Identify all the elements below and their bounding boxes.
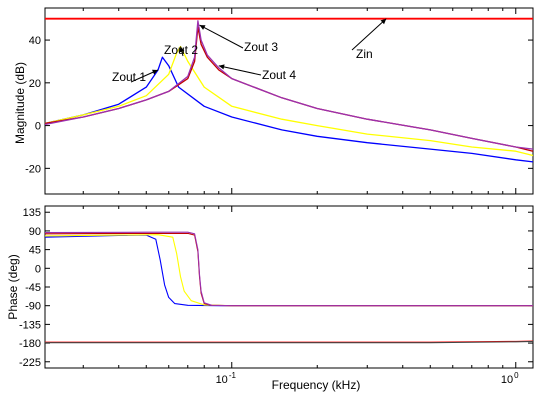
annotation-zout-4: Zout 4 [262,68,296,82]
magnitude-y-axis-label: Magnitude (dB) [13,62,27,144]
magnitude-series-zout-1 [44,56,534,163]
magnitude-y-tick-label: -20 [25,163,41,175]
frequency-x-tick-label: 10-1 [216,371,237,386]
magnitude-y-tick-label: 40 [29,35,41,47]
phase-plot-frame [44,205,534,369]
magnitude-series-zout-2 [44,45,534,157]
phase-series-zin-trace [45,340,534,344]
annotation-arrow-line [199,24,244,49]
phase-y-tick-label: 45 [29,245,41,257]
annotation-arrowhead [179,46,185,53]
phase-panel: -225 -180 -135 -90 -45 0 45 90 135 10-1 100 Phase… [6,205,534,392]
annotation-arrowhead [218,64,225,70]
magnitude-y-ticks: -20 0 20 40 [25,35,533,175]
phase-y-tick-label: -135 [19,319,41,331]
magnitude-series [44,17,534,163]
annotation-arrow-line [218,65,262,76]
frequency-x-tick-label: 100 [501,371,519,386]
phase-y-tick-label: -225 [19,357,41,369]
magnitude-series-zout-4 [44,20,534,150]
phase-y-tick-label: 90 [29,226,41,238]
phase-y-tick-label: -180 [19,338,41,350]
phase-y-tick-label: -90 [25,301,41,313]
magnitude-y-tick-label: 0 [35,121,41,133]
magnitude-x-ticks [82,8,517,194]
frequency-x-axis-label: Frequency (kHz) [272,378,361,392]
annotation-zin: Zin [356,47,373,61]
phase-y-axis-label: Phase (deg) [6,254,20,319]
annotation-arrow-line [351,18,387,51]
annotation-arrowhead [152,69,159,75]
magnitude-y-tick-label: 20 [29,78,41,90]
phase-series-zout-4 [44,231,533,307]
annotation-zout-1: Zout 1 [112,70,146,84]
phase-y-tick-label: 135 [23,207,41,219]
annotation-arrowhead [380,18,387,25]
phase-series [44,231,534,344]
phase-y-tick-label: 0 [35,263,41,275]
annotation-zout-3: Zout 3 [244,40,278,54]
annotation-arrowhead [199,25,206,30]
magnitude-plot-frame [44,7,534,195]
phase-y-tick-label: -45 [25,282,41,294]
phase-y-ticks: -225 -180 -135 -90 -45 0 45 90 135 [19,207,533,369]
